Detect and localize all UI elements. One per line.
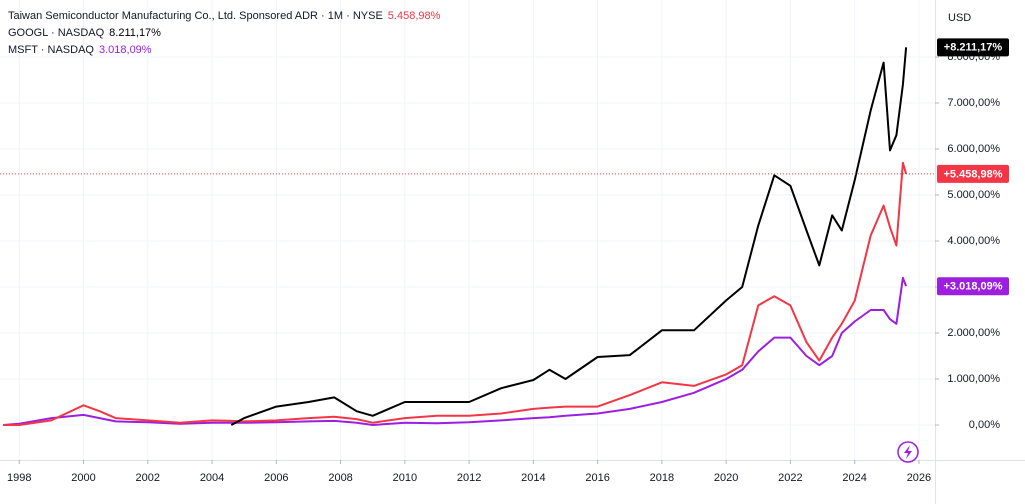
series-line xyxy=(3,276,908,426)
currency-box[interactable] xyxy=(941,6,1011,30)
x-tick-label: 2018 xyxy=(650,472,674,484)
y-tick-label: 5.000,00% xyxy=(947,189,1000,201)
legend-value: 8.211,17% xyxy=(109,27,161,39)
y-tick-label: 7.000,00% xyxy=(947,97,1000,109)
legend-name: MSFT · NASDAQ xyxy=(8,44,94,56)
x-tick-label: 2020 xyxy=(714,472,738,484)
x-tick-label: 2026 xyxy=(907,472,931,484)
x-tick-label: 2012 xyxy=(457,472,481,484)
series-line xyxy=(3,161,908,426)
legend-entry: GOOGL · NASDAQ 8.211,17% xyxy=(8,27,161,39)
y-tick-label: 1.000,00% xyxy=(947,373,1000,385)
x-tick-label: 2002 xyxy=(136,472,160,484)
y-tick-label: 2.000,00% xyxy=(947,327,1000,339)
legend-name: Taiwan Semiconductor Manufacturing Co., … xyxy=(8,10,383,22)
price-label: +8.211,17% xyxy=(944,42,1003,54)
currency-label[interactable]: USD xyxy=(948,12,971,24)
price-label: +3.018,09% xyxy=(943,281,1002,293)
y-tick-label: 6.000,00% xyxy=(947,143,1000,155)
x-tick-label: 2016 xyxy=(585,472,609,484)
icon-bolt[interactable] xyxy=(904,445,912,459)
price-label-box xyxy=(937,164,1009,183)
legend-entry: Taiwan Semiconductor Manufacturing Co., … xyxy=(8,10,441,22)
price-label-box xyxy=(937,38,1009,57)
x-tick-label: 2022 xyxy=(778,472,802,484)
legend-name: GOOGL · NASDAQ xyxy=(8,27,105,39)
series-line xyxy=(230,47,908,426)
y-tick-label: 0,00% xyxy=(969,419,1000,431)
lightning-icon[interactable] xyxy=(897,441,919,463)
price-label: +5.458,98% xyxy=(943,168,1002,180)
x-tick-label: 2010 xyxy=(393,472,417,484)
legend-entry: MSFT · NASDAQ 3.018,09% xyxy=(8,44,152,56)
x-tick-label: 2008 xyxy=(328,472,352,484)
x-tick-label: 2000 xyxy=(71,472,95,484)
y-tick-label: 4.000,00% xyxy=(947,235,1000,247)
x-tick-label: 2006 xyxy=(264,472,288,484)
price-label-box xyxy=(937,277,1009,296)
x-tick-label: 2004 xyxy=(200,472,224,484)
legend-value: 5.458,98% xyxy=(388,10,441,22)
legend-value: 3.018,09% xyxy=(99,44,152,56)
x-tick-label: 2014 xyxy=(521,472,545,484)
x-tick-label: 1998 xyxy=(7,472,31,484)
x-tick-label: 2024 xyxy=(842,472,866,484)
